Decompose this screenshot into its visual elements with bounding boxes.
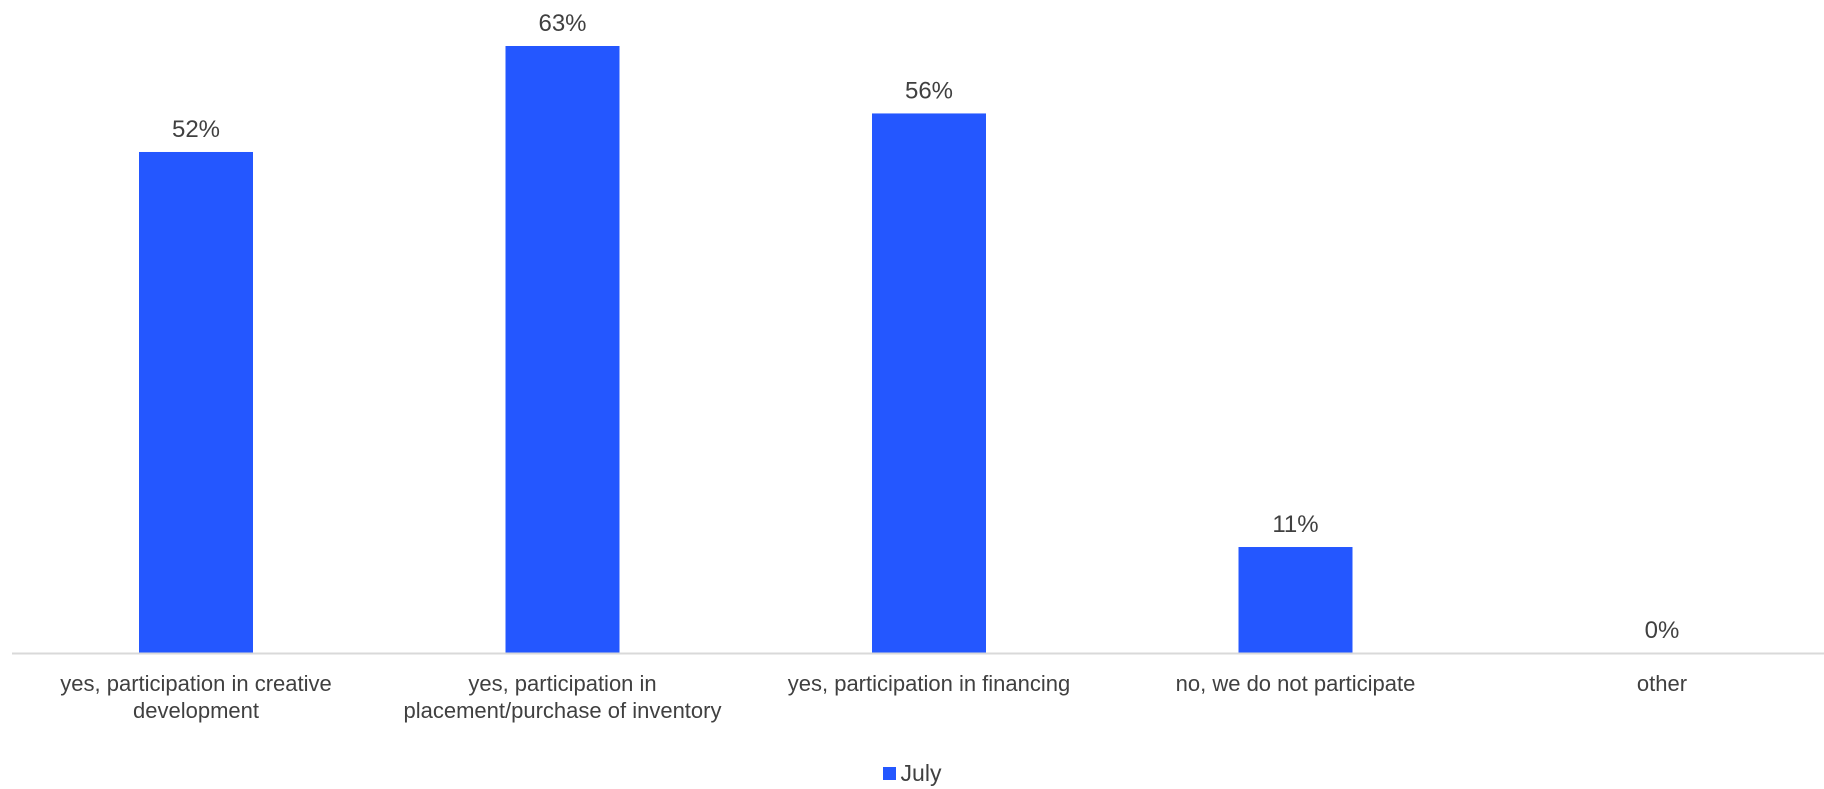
category-label: no, we do not participate — [1175, 671, 1416, 696]
data-label: 11% — [1272, 511, 1318, 538]
legend-swatch — [882, 767, 896, 780]
legend: July — [0, 760, 1824, 787]
legend-label: July — [900, 760, 942, 786]
bar — [139, 151, 253, 653]
category-label: yes, participation in placement/purchase… — [403, 671, 722, 723]
category-label: yes, participation in creative developme… — [60, 671, 332, 723]
data-label: 0% — [1645, 617, 1680, 644]
bar — [872, 113, 986, 653]
data-label: 56% — [905, 77, 953, 104]
bar — [1238, 547, 1353, 653]
data-label: 52% — [172, 116, 220, 143]
data-label: 63% — [538, 10, 586, 37]
bar — [505, 46, 620, 653]
category-label: yes, participation in financing — [787, 671, 1071, 696]
category-label: other — [1636, 671, 1688, 696]
